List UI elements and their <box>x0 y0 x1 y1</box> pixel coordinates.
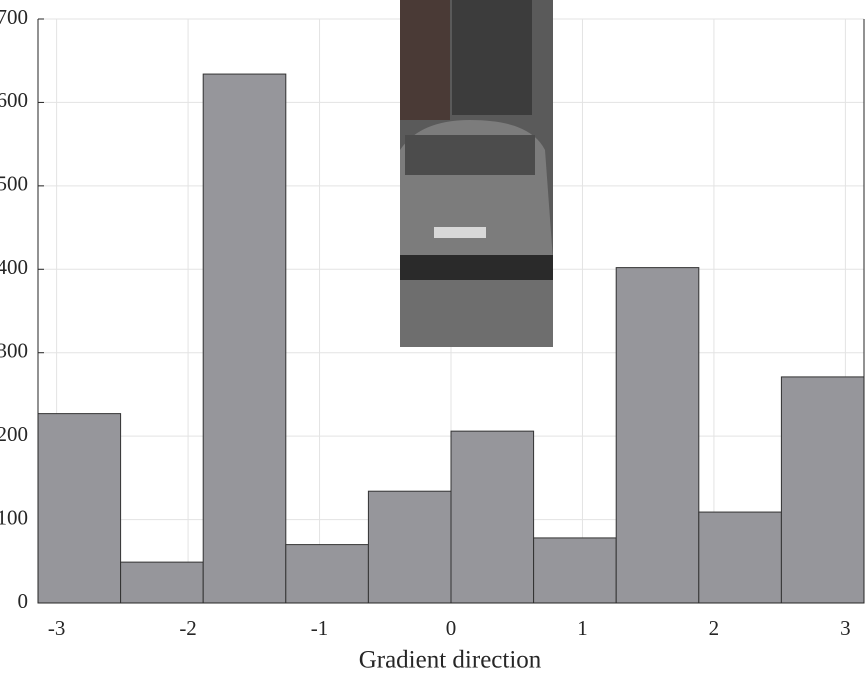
photo-shop <box>452 0 532 115</box>
bar <box>121 562 204 603</box>
y-tick-label: 200 <box>0 422 28 446</box>
photo-shadow <box>400 255 553 280</box>
bar <box>368 491 451 603</box>
y-tick-label: 100 <box>0 505 28 529</box>
bar <box>616 268 699 603</box>
photo-road <box>400 280 553 347</box>
bar <box>451 431 534 603</box>
y-tick-label: 500 <box>0 172 28 196</box>
x-tick-label: 0 <box>446 616 457 640</box>
x-tick-label: 1 <box>577 616 588 640</box>
bar <box>699 512 782 603</box>
inset-photo <box>400 0 553 347</box>
x-tick-label: 3 <box>840 616 851 640</box>
y-tick-label: 400 <box>0 255 28 279</box>
bar <box>203 74 286 603</box>
y-tick-label: 300 <box>0 339 28 363</box>
x-tick-label: 2 <box>709 616 720 640</box>
bar <box>781 377 864 603</box>
x-tick-label: -3 <box>48 616 66 640</box>
chart: 0 100 200 300 400 500 600 700 -3 -2 -1 0 1 2 3 Gradien… <box>0 0 865 674</box>
photo-plate <box>434 227 486 238</box>
bar <box>534 538 617 603</box>
y-tick-label: 600 <box>0 88 28 112</box>
y-tick-label: 0 <box>18 589 29 613</box>
photo-wall <box>400 0 450 120</box>
y-tick-label: 700 <box>0 5 28 29</box>
bar <box>38 414 121 603</box>
bar <box>286 545 369 603</box>
x-tick-label: -2 <box>179 616 197 640</box>
x-axis-label: Gradient direction <box>359 647 542 674</box>
x-tick-label: -1 <box>311 616 329 640</box>
photo-car-window <box>405 135 535 175</box>
